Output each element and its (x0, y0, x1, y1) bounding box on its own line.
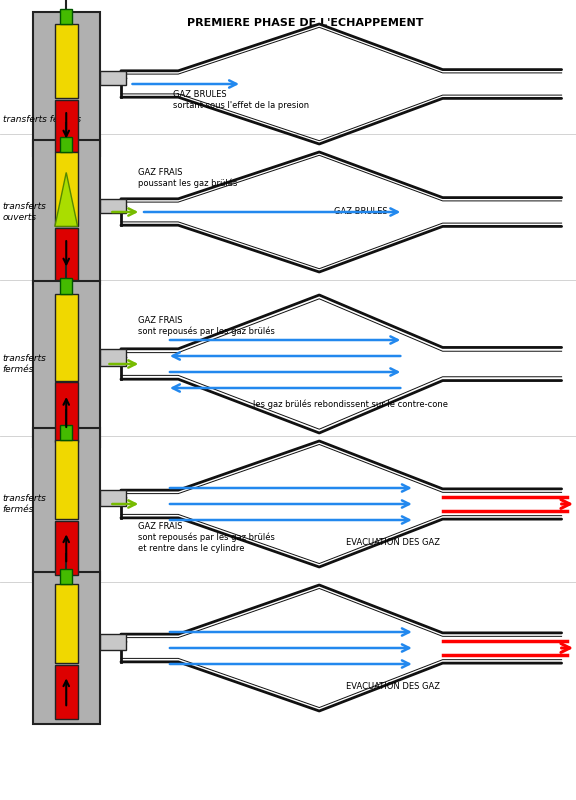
Text: EVACUATION DES GAZ: EVACUATION DES GAZ (346, 538, 439, 547)
Text: GAZ FRAIS
sont repousés par les gaz brülés: GAZ FRAIS sont repousés par les gaz brül… (138, 315, 275, 335)
Polygon shape (55, 173, 78, 226)
Bar (55, 23, 78, 98)
Text: GAZ FRAIS
sont repousés par les gaz brülés
et rentre dans le cylindre: GAZ FRAIS sont repousés par les gaz brül… (138, 522, 275, 553)
Bar (100, 349, 126, 366)
Bar (33, 429, 100, 579)
Bar (55, 521, 78, 575)
Bar (60, 278, 72, 294)
Text: les gaz brülés rebondissent sur le contre-cone: les gaz brülés rebondissent sur le contr… (253, 399, 449, 409)
Bar (55, 585, 78, 663)
Text: transferts
fermés: transferts fermés (3, 354, 47, 374)
Bar (33, 12, 100, 156)
Text: transferts
fermés: transferts fermés (3, 494, 47, 514)
Bar (33, 140, 100, 284)
Text: GAZ BRULES: GAZ BRULES (334, 207, 388, 217)
Text: transferts fermés: transferts fermés (3, 115, 81, 125)
Bar (55, 665, 78, 719)
Bar (55, 294, 78, 381)
Bar (55, 382, 78, 442)
Bar (60, 570, 72, 585)
Bar (60, 9, 72, 23)
Bar (33, 281, 100, 446)
Bar (55, 441, 78, 519)
Text: PREMIERE PHASE DE L'ECHAPPEMENT: PREMIERE PHASE DE L'ECHAPPEMENT (187, 18, 423, 27)
Text: GAZ BRULES
sortant sous l'effet de la presion: GAZ BRULES sortant sous l'effet de la pr… (173, 90, 309, 110)
Bar (60, 137, 72, 151)
Text: EVACUATION DES GAZ: EVACUATION DES GAZ (346, 682, 439, 691)
Bar (100, 199, 126, 214)
Bar (100, 71, 126, 86)
Bar (100, 490, 126, 506)
Bar (55, 100, 78, 152)
Bar (33, 573, 100, 723)
Text: transferts
ouverts: transferts ouverts (3, 202, 47, 222)
Text: GAZ FRAIS
poussant les gaz brülés: GAZ FRAIS poussant les gaz brülés (138, 168, 238, 188)
Bar (100, 634, 126, 650)
Bar (60, 426, 72, 441)
Bar (55, 151, 78, 226)
Bar (55, 228, 78, 280)
